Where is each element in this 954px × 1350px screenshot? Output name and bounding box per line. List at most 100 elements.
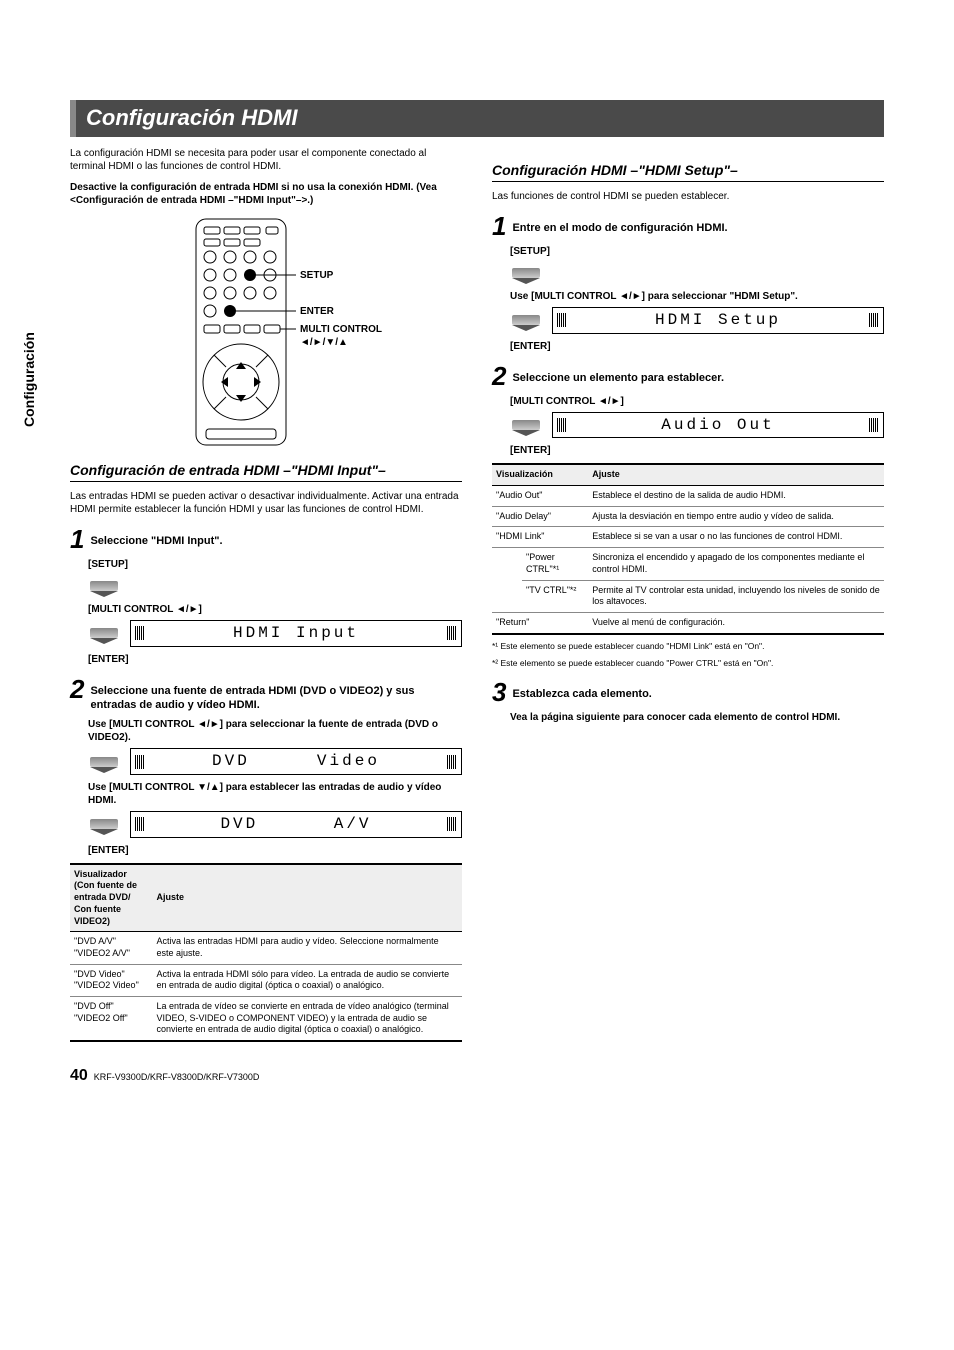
hdmi-disable-note: Desactive la configuración de entrada HD… — [70, 181, 462, 207]
right-step-2: 2 Seleccione un elemento para establecer… — [492, 363, 884, 389]
remote-label-multi: MULTI CONTROL — [300, 324, 382, 335]
cell: Establece si se van a usar o no las func… — [588, 527, 884, 548]
hdmi-setup-section-head: Configuración HDMI –"HDMI Setup"– — [492, 161, 884, 182]
table-col1-header: Visualización — [492, 464, 588, 485]
table-row: "HDMI Link" Establece si se van a usar o… — [492, 527, 884, 548]
lcd-left-arrow-icon — [557, 313, 567, 327]
lcd-text-right: A/V — [334, 814, 372, 835]
right-column: Configuración HDMI –"HDMI Setup"– Las fu… — [492, 147, 884, 1042]
remote-label-arrows: ◄/►/▼/▲ — [300, 337, 348, 348]
table-col2-header: Ajuste — [588, 464, 884, 485]
press-icon — [510, 262, 542, 284]
press-icon — [88, 622, 120, 644]
step2-sub1: Use [MULTI CONTROL ◄/►] para seleccionar… — [88, 718, 462, 744]
table-row: "Audio Out" Establece el destino de la s… — [492, 486, 884, 507]
step1-text: Entre en el modo de configuración HDMI. — [512, 221, 727, 235]
footnote2-marker: *² — [492, 658, 498, 668]
footnote1-text: Este elemento se puede establecer cuando… — [501, 641, 765, 651]
table-row: "Return" Vuelve al menú de configuración… — [492, 612, 884, 633]
hdmi-setup-table: Visualización Ajuste "Audio Out" Estable… — [492, 463, 884, 634]
step-number: 1 — [70, 526, 84, 552]
sidebar-section-label: Configuración — [20, 332, 38, 427]
lcd-right-arrow-icon — [447, 755, 457, 769]
enter-label: [ENTER] — [510, 340, 884, 353]
hdmi-input-desc: Las entradas HDMI se pueden activar o de… — [70, 490, 462, 516]
step-number: 2 — [70, 676, 84, 702]
cell: Vuelve al menú de configuración. — [588, 612, 884, 633]
intro-text: La configuración HDMI se necesita para p… — [70, 147, 462, 173]
remote-label-setup: SETUP — [300, 270, 334, 281]
footnote1-marker: *¹ — [492, 641, 498, 651]
lcd-display: HDMI Setup — [552, 307, 884, 334]
cell: "DVD Video" "VIDEO2 Video" — [70, 964, 153, 996]
step3-text: Establezca cada elemento. — [512, 687, 651, 701]
table-row: "DVD Video" "VIDEO2 Video" Activa la ent… — [70, 964, 462, 996]
lcd-right-arrow-icon — [869, 418, 879, 432]
left-step-1: 1 Seleccione "HDMI Input". — [70, 526, 462, 552]
table-row: "Power CTRL"*¹ Sincroniza el encendido y… — [492, 548, 884, 580]
table-row: "DVD Off" "VIDEO2 Off" La entrada de víd… — [70, 996, 462, 1041]
table-col1-header: Visualizador (Con fuente de entrada DVD/… — [70, 864, 153, 932]
step-number: 2 — [492, 363, 506, 389]
lcd-left-arrow-icon — [135, 817, 145, 831]
right-step-1: 1 Entre en el modo de configuración HDMI… — [492, 213, 884, 239]
cell: Establece el destino de la salida de aud… — [588, 486, 884, 507]
cell: Sincroniza el encendido y apagado de los… — [588, 548, 884, 580]
lcd-right-arrow-icon — [869, 313, 879, 327]
lcd-text-left: DVD — [212, 751, 250, 772]
cell: "DVD A/V" "VIDEO2 A/V" — [70, 932, 153, 964]
cell: "TV CTRL"*² — [522, 580, 588, 612]
cell: "HDMI Link" — [492, 527, 588, 548]
hdmi-setup-desc: Las funciones de control HDMI se pueden … — [492, 190, 884, 203]
lcd-text-left: DVD — [220, 814, 258, 835]
cell: "Audio Delay" — [492, 506, 588, 527]
table-row: "Audio Delay" Ajusta la desviación en ti… — [492, 506, 884, 527]
lcd-text: Audio Out — [661, 415, 774, 436]
setup-label: [SETUP] — [510, 245, 884, 258]
lcd-left-arrow-icon — [135, 626, 145, 640]
multi-control-label: [MULTI CONTROL ◄/►] — [510, 395, 884, 408]
press-icon — [88, 751, 120, 773]
left-step-2: 2 Seleccione una fuente de entrada HDMI … — [70, 676, 462, 713]
lcd-left-arrow-icon — [135, 755, 145, 769]
lcd-display: HDMI Input — [130, 620, 462, 647]
hdmi-input-table: Visualizador (Con fuente de entrada DVD/… — [70, 863, 462, 1042]
press-icon — [88, 575, 120, 597]
step2-text: Seleccione una fuente de entrada HDMI (D… — [90, 684, 462, 713]
left-column: Configuración La configuración HDMI se n… — [70, 147, 462, 1042]
right-step-3: 3 Establezca cada elemento. — [492, 679, 884, 705]
step1-text: Seleccione "HDMI Input". — [90, 534, 222, 548]
enter-label: [ENTER] — [88, 653, 462, 666]
lcd-text: HDMI Setup — [655, 310, 781, 331]
cell: Permite al TV controlar esta unidad, inc… — [588, 580, 884, 612]
table-row: "TV CTRL"*² Permite al TV controlar esta… — [492, 580, 884, 612]
cell: "Audio Out" — [492, 486, 588, 507]
table-row: "DVD A/V" "VIDEO2 A/V" Activa las entrad… — [70, 932, 462, 964]
page-number: 40 — [70, 1066, 88, 1087]
cell: Activa la entrada HDMI sólo para vídeo. … — [153, 964, 462, 996]
lcd-text: HDMI Input — [233, 623, 359, 644]
step1-sub: Use [MULTI CONTROL ◄/►] para seleccionar… — [510, 290, 884, 303]
lcd-right-arrow-icon — [447, 817, 457, 831]
cell: "DVD Off" "VIDEO2 Off" — [70, 996, 153, 1041]
cell: Activa las entradas HDMI para audio y ví… — [153, 932, 462, 964]
press-icon — [88, 813, 120, 835]
cell: Ajusta la desviación en tiempo entre aud… — [588, 506, 884, 527]
press-icon — [510, 309, 542, 331]
cell: "Power CTRL"*¹ — [522, 548, 588, 580]
lcd-display: DVD Video — [130, 748, 462, 775]
lcd-display: Audio Out — [552, 412, 884, 439]
step2-text: Seleccione un elemento para establecer. — [512, 371, 724, 385]
setup-label: [SETUP] — [88, 558, 462, 571]
page-title: Configuración HDMI — [70, 100, 884, 137]
press-icon — [510, 414, 542, 436]
lcd-left-arrow-icon — [557, 418, 567, 432]
remote-svg: SETUP ENTER MULTI CONTROL ◄/►/▼/▲ — [176, 217, 396, 447]
footer-models: KRF-V9300D/KRF-V8300D/KRF-V7300D — [94, 1072, 260, 1084]
step-number: 1 — [492, 213, 506, 239]
lcd-display: DVD A/V — [130, 811, 462, 838]
footnote2-text: Este elemento se puede establecer cuando… — [501, 658, 774, 668]
remote-label-enter: ENTER — [300, 306, 335, 317]
lcd-text-right: Video — [317, 751, 380, 772]
cell: La entrada de vídeo se convierte en entr… — [153, 996, 462, 1041]
